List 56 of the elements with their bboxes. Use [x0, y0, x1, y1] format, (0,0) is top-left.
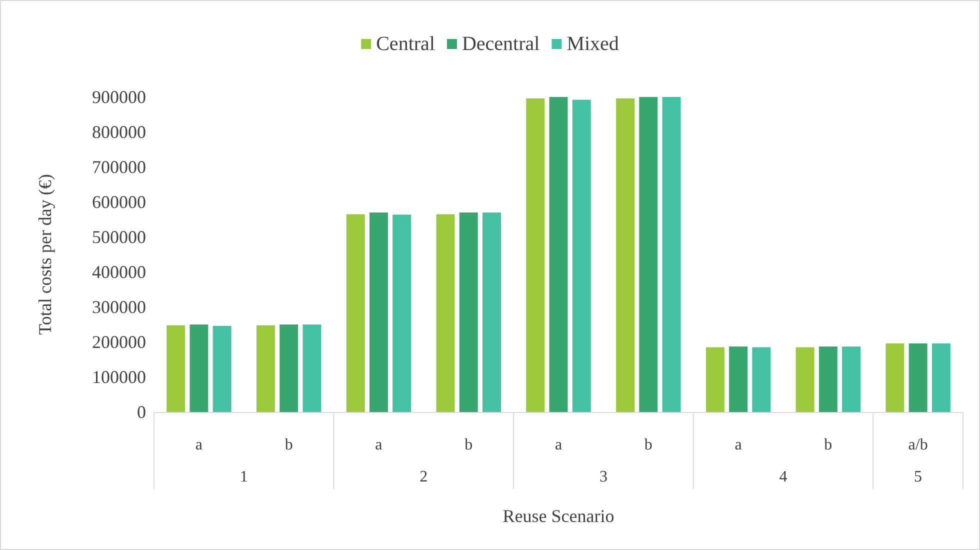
bar — [706, 347, 724, 412]
bar — [549, 97, 568, 412]
text: 2 — [420, 468, 428, 486]
bar — [908, 343, 928, 412]
bar — [639, 97, 658, 412]
x-tick-label: a — [734, 436, 742, 454]
y-tick-label: 300000 — [92, 297, 146, 317]
y-axis-title: Total costs per day (€) — [35, 174, 55, 335]
x-axis-title: Reuse Scenario — [502, 506, 614, 526]
bar — [302, 324, 322, 412]
bar — [572, 100, 591, 412]
x-tick-label: a — [554, 436, 562, 454]
bar — [662, 97, 681, 412]
bar — [818, 346, 838, 412]
bar — [436, 214, 455, 412]
text: 3 — [599, 468, 608, 486]
legend-label: Central — [376, 33, 436, 55]
y-tick-label: 700000 — [92, 157, 146, 177]
y-tick-label: 800000 — [92, 122, 146, 142]
bar — [346, 214, 365, 412]
legend-label: Decentral — [462, 33, 540, 55]
text: 5 — [914, 468, 922, 486]
x-tick-label: a — [195, 436, 202, 454]
bar — [212, 326, 232, 412]
legend-label: Mixed — [566, 33, 619, 55]
x-tick-label: b — [824, 436, 832, 454]
bar — [482, 212, 501, 412]
x-tick-label: b — [644, 436, 652, 454]
bar — [256, 325, 275, 412]
y-tick-label: 400000 — [92, 262, 146, 282]
y-tick-label: 100000 — [92, 367, 146, 387]
bar — [392, 214, 412, 412]
bar — [932, 343, 950, 412]
x-tick-label: b — [284, 436, 293, 454]
bar — [459, 212, 478, 412]
y-tick-label: 900000 — [92, 87, 146, 107]
bar — [526, 98, 545, 412]
bar — [886, 343, 904, 412]
y-tick-label: 200000 — [92, 332, 146, 352]
bar — [752, 347, 771, 412]
bar — [369, 212, 388, 412]
x-tick-label: a — [375, 436, 382, 454]
bar — [842, 346, 861, 412]
bar — [166, 325, 186, 412]
x-tick-label: b — [464, 436, 473, 454]
y-tick-label: 600000 — [92, 192, 146, 212]
x-tick-label: a/b — [908, 436, 928, 454]
bar — [616, 98, 635, 412]
text: 1 — [240, 468, 248, 486]
y-tick-label: 0 — [137, 402, 146, 422]
bar — [190, 324, 208, 412]
bar — [280, 324, 298, 412]
y-tick-label: 500000 — [92, 227, 146, 247]
text: 4 — [779, 468, 788, 486]
bar — [796, 347, 814, 412]
bar — [729, 346, 748, 412]
